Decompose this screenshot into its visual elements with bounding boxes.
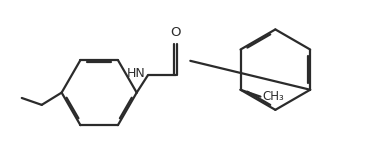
Text: O: O (171, 26, 181, 39)
Text: HN: HN (127, 67, 146, 80)
Text: CH₃: CH₃ (263, 90, 284, 103)
